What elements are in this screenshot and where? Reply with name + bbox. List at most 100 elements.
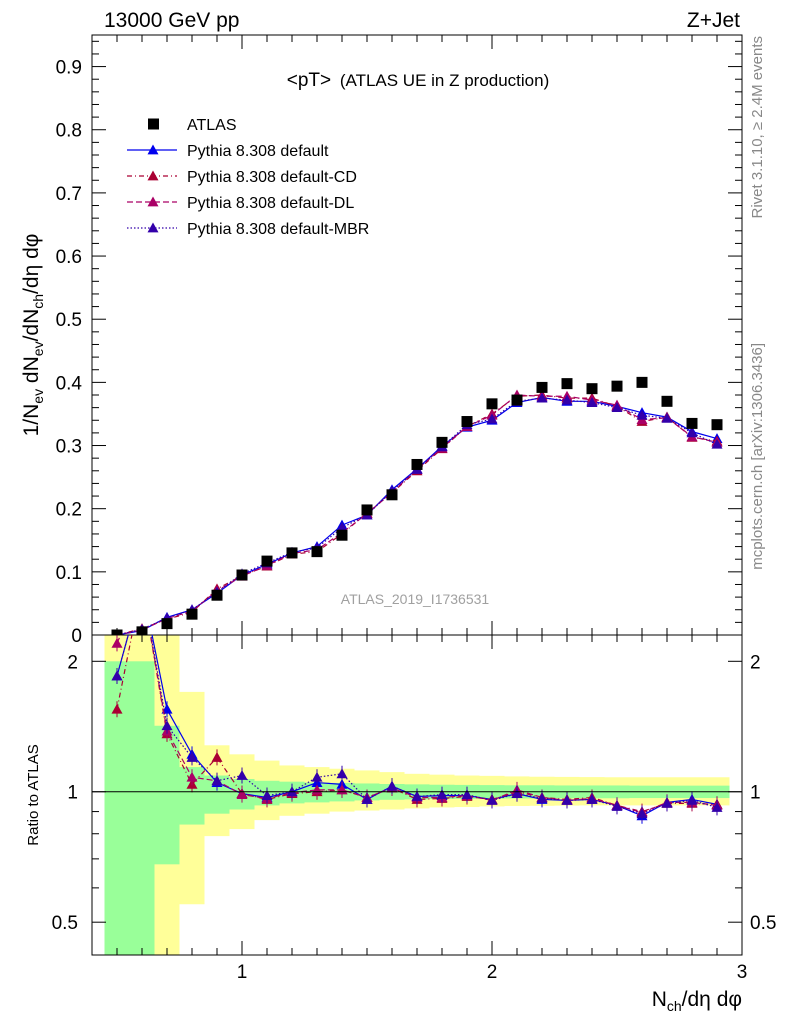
header-left: 13000 GeV pp [104,9,239,32]
data-marker [186,608,198,620]
ratio-marker [461,789,473,799]
data-marker [711,419,723,431]
data-marker [161,618,173,630]
legend-marker [147,144,159,155]
data-marker [311,546,323,558]
header-right: Z+Jet [687,9,740,32]
ratio-marker [661,797,673,808]
data-marker [436,436,448,448]
data-marker [211,589,223,601]
ratio-marker [536,792,548,803]
data-marker [236,569,248,581]
axis-ticks: 1 2 3 0 0.1 0.2 0.3 0.4 0.5 0.6 0.7 0.8 0.9 0.5 0.5 1 1 2… [52,35,776,983]
y-axis-label: 1/Nev dNev/dNch/dη dφ [20,234,46,437]
y-tick-label: 0.4 [56,373,83,394]
ratio-marker [111,703,123,714]
series-marker [686,427,698,438]
data-marker [661,395,673,407]
ratio-marker [561,794,573,805]
series-marker [586,397,598,407]
green-band-bin [129,661,155,955]
data-marker [586,383,598,395]
mcplots-label: mcplots.cern.ch [arXiv:1306.3436] [749,343,766,570]
data-marker [486,398,498,410]
y-tick-label: 0.6 [56,247,82,268]
data-marker [336,529,348,541]
legend-marker [147,170,159,181]
data-marker [261,555,273,567]
y-tick-label: 0 [71,626,82,647]
ratio-marker [111,670,123,681]
ratio-marker [236,789,248,799]
data-marker [636,376,648,388]
data-marker [411,458,423,470]
data-marker [461,416,473,428]
series-marker [636,409,648,420]
plot-title-suffix: (ATLAS UE in Z production) [340,71,549,90]
ratio-marker [336,768,348,779]
ratio-marker [161,703,173,714]
data-marker [536,381,548,393]
ratio-marker [511,788,523,799]
x-tick-label: 2 [487,962,498,983]
y-tick-label: 0.8 [56,121,82,142]
x-tick-label: 1 [237,962,248,983]
ratio-y-label: Ratio to ATLAS [25,744,42,845]
ratio-tick-label-right: 0.5 [750,913,776,934]
data-marker [386,489,398,501]
data-marker [111,629,123,635]
ratio-marker [161,720,173,731]
ratio-marker [361,793,373,804]
legend-marker [147,222,159,233]
legend-marker [148,118,159,130]
ratio-tick-label-right: 2 [750,652,761,673]
series-marker [711,438,723,449]
data-marker [136,626,148,635]
data-marker [686,417,698,429]
ratio-marker [137,579,148,589]
series-marker [611,402,623,413]
series-marker [536,392,548,403]
y-tick-label: 0.3 [56,437,82,458]
ratio-marker [211,775,223,786]
ratio-tick-label: 1 [67,783,78,804]
series-marker [661,412,673,423]
y-tick-label: 0.5 [56,310,82,331]
ratio-marker [286,786,298,797]
ratio-marker [611,800,623,811]
x-tick-label: 3 [737,962,748,983]
x-axis-label: Nch/dη dφ [652,988,742,1014]
legend-label: Pythia 8.308 default-CD [187,169,357,186]
ratio-marker [211,751,223,762]
series-marker [561,394,573,405]
data-marker [561,378,573,390]
ratio-marker [137,579,148,589]
green-band-bin [154,725,180,865]
ratio-marker [261,790,273,800]
plot-title: <pT> (ATLAS UE in Z production) [287,70,550,91]
rivet-label: Rivet 3.1.10, ≥ 2.4M events [749,36,766,219]
ratio-marker [137,579,148,589]
legend: ATLAS Pythia 8.308 default Pythia 8.308 de… [127,117,369,238]
analysis-watermark: ATLAS_2019_I1736531 [341,591,490,607]
ratio-marker [686,794,698,805]
data-marker [611,380,623,392]
ratio-marker [311,771,323,782]
ratio-marker [186,751,198,762]
series-marker [336,522,348,533]
main-series-layer [111,376,723,635]
data-marker [511,394,523,406]
ratio-marker [711,801,723,812]
ratio-marker [386,780,398,791]
ratio-marker [586,793,598,804]
legend-label: Pythia 8.308 default-DL [187,195,354,212]
y-axis-label-text: 1/Nev dNev/dNch/dη dφ [20,234,46,437]
ratio-marker [236,770,248,780]
y-tick-label: 0.9 [56,58,82,79]
ratio-marker [436,789,448,799]
ratio-tick-label: 2 [67,652,78,673]
legend-label: Pythia 8.308 default [187,143,329,160]
legend-marker [147,196,159,207]
ratio-tick-label-right: 1 [750,783,761,804]
